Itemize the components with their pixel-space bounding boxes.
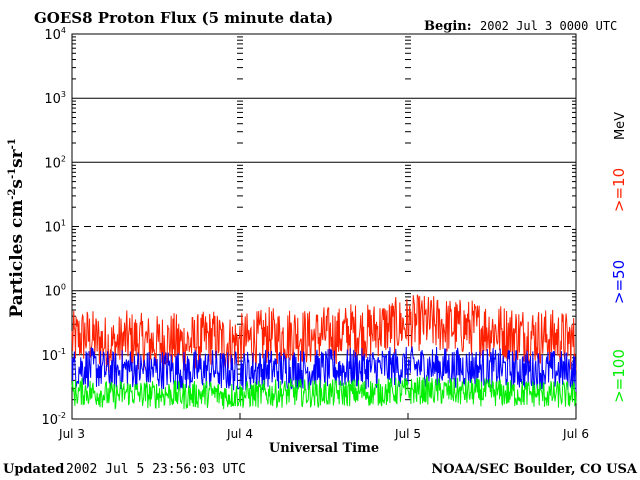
y-tick-label: 102 (44, 154, 66, 171)
updated-label: Updated (3, 462, 64, 477)
y-tick-exponent: 2 (61, 154, 66, 163)
y-tick-base: 10 (44, 285, 61, 300)
y-axis-label-exp1: -2 (7, 189, 18, 200)
x-tick-label: Jul 5 (394, 427, 421, 441)
legend-p10: >=10 (610, 168, 628, 212)
y-tick-exponent: -1 (58, 347, 66, 356)
x-tick-label: Jul 3 (58, 427, 85, 441)
begin-label: Begin: (424, 19, 472, 34)
y-tick-base: 10 (44, 28, 61, 43)
series-ge100 (71, 375, 577, 410)
y-tick-base: 10 (41, 349, 58, 364)
y-tick-exponent: 3 (61, 90, 66, 99)
legend-p100: >=100 (610, 349, 628, 403)
x-tick-label: Jul 4 (226, 427, 253, 441)
y-tick-base: 10 (41, 413, 58, 428)
begin-value: 2002 Jul 3 0000 UTC (480, 19, 617, 33)
y-tick-exponent: 4 (61, 26, 66, 35)
y-tick-base: 10 (44, 92, 61, 107)
svg-text:Particles cm-2s-1sr-1: Particles cm-2s-1sr-1 (7, 138, 27, 318)
y-tick-base: 10 (44, 221, 61, 236)
y-tick-label: 104 (44, 26, 66, 43)
x-tick-labels: Jul 3 Jul 4 Jul 5 Jul 6 (58, 427, 589, 441)
y-tick-label: 10-1 (41, 347, 66, 364)
legend-unit: MeV (613, 112, 628, 140)
y-axis-label-exp3: -1 (7, 138, 18, 149)
chart-title: GOES8 Proton Flux (5 minute data) (34, 9, 333, 27)
credit: NOAA/SEC Boulder, CO USA (431, 462, 638, 477)
data-series (71, 294, 577, 410)
y-axis-label: Particles cm-2s-1sr-1 (7, 138, 27, 318)
y-tick-exponent: 1 (61, 219, 66, 228)
x-tick-label: Jul 6 (562, 427, 589, 441)
legend-p50: >=50 (610, 260, 628, 304)
y-tick-label: 100 (44, 283, 66, 300)
y-tick-label: 10-2 (41, 411, 66, 428)
updated-value: 2002 Jul 5 23:56:03 UTC (66, 462, 246, 477)
y-axis-label-s: s (7, 179, 27, 189)
y-tick-exponent: -2 (58, 411, 66, 420)
y-tick-label: 101 (44, 219, 66, 236)
y-tick-exponent: 0 (61, 283, 66, 292)
y-axis-label-base: Particles cm (7, 200, 27, 318)
y-axis-label-sr: sr (7, 148, 27, 168)
y-tick-label: 103 (44, 90, 66, 107)
x-axis-label: Universal Time (269, 441, 379, 456)
y-tick-base: 10 (44, 156, 61, 171)
y-axis-label-exp2: -1 (7, 168, 18, 179)
horizontal-gridlines (72, 97, 576, 356)
